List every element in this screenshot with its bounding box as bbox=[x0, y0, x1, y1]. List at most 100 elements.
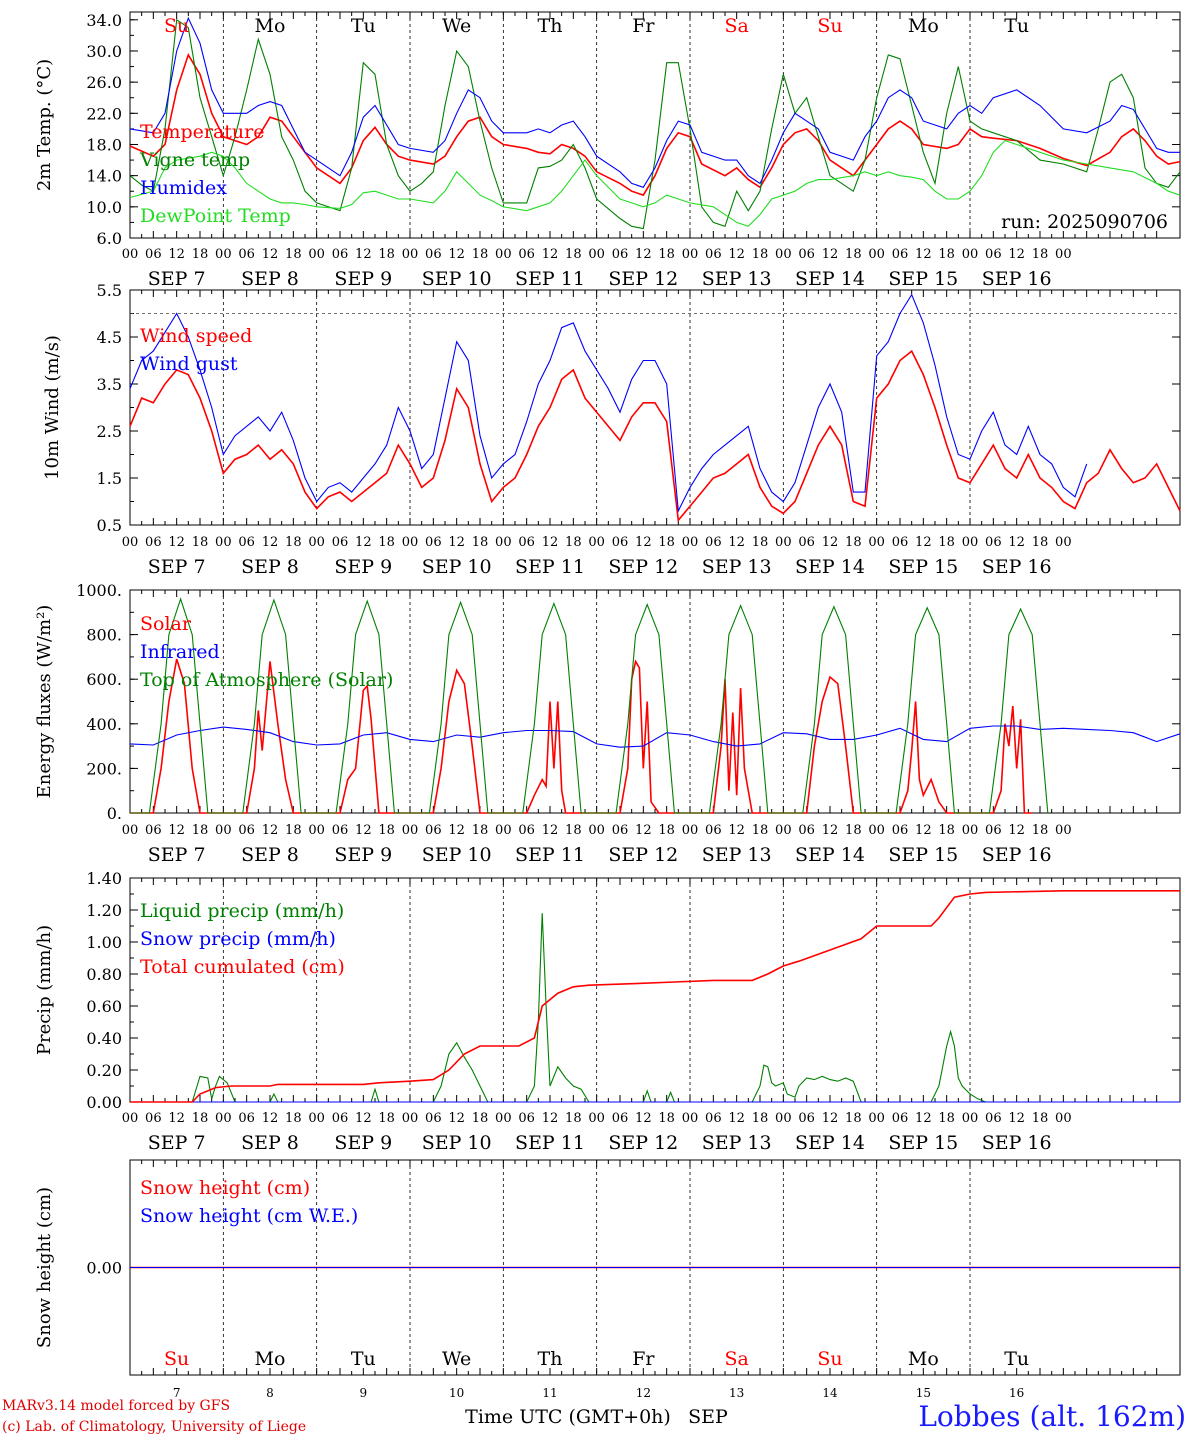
hour-label: 06 bbox=[238, 247, 255, 262]
hour-label: 06 bbox=[425, 535, 442, 550]
hour-label: 06 bbox=[892, 535, 909, 550]
hour-label: 12 bbox=[915, 823, 932, 838]
hour-label: 06 bbox=[425, 1111, 442, 1126]
hour-label: 12 bbox=[262, 1111, 279, 1126]
y-tick-label: 4.5 bbox=[97, 328, 122, 347]
y-tick-label: 800. bbox=[86, 626, 122, 645]
y-tick-label: 6.0 bbox=[97, 229, 122, 248]
y-tick-label: 2.5 bbox=[97, 422, 122, 441]
date-label: SEP 7 bbox=[148, 844, 206, 866]
hour-label: 12 bbox=[542, 823, 559, 838]
hour-label: 12 bbox=[915, 535, 932, 550]
hour-label: 06 bbox=[145, 823, 162, 838]
hour-label: 18 bbox=[938, 823, 955, 838]
hour-label: 06 bbox=[518, 823, 535, 838]
footer-location: Lobbes (alt. 162m) bbox=[918, 1400, 1186, 1433]
legend-entry: DewPoint Temp bbox=[140, 205, 291, 227]
hour-label: 00 bbox=[215, 247, 232, 262]
hour-label: 18 bbox=[192, 1111, 209, 1126]
weekday-label-top: Fr bbox=[632, 15, 655, 37]
date-label: SEP 16 bbox=[982, 556, 1052, 578]
hour-label: 06 bbox=[798, 247, 815, 262]
hour-label: 00 bbox=[868, 247, 885, 262]
date-label: SEP 11 bbox=[515, 844, 585, 866]
series-line-vigne-temp bbox=[129, 18, 1181, 230]
weekday-label-top: Su bbox=[164, 15, 189, 37]
hour-label: 18 bbox=[1032, 1111, 1049, 1126]
weekday-label-bottom: Sa bbox=[724, 1348, 748, 1370]
hour-label: 00 bbox=[402, 1111, 419, 1126]
date-label: SEP 15 bbox=[888, 1132, 958, 1154]
chart-panel-3: 0. 200. 400. 600. 800. 1000. Energy fluxes (W/… bbox=[34, 581, 1181, 866]
hour-label: 12 bbox=[542, 1111, 559, 1126]
hour-label: 18 bbox=[938, 535, 955, 550]
date-label: SEP 13 bbox=[702, 1132, 772, 1154]
date-label: SEP 16 bbox=[982, 268, 1052, 290]
date-label: SEP 10 bbox=[422, 844, 492, 866]
y-tick-label: 200. bbox=[86, 759, 122, 778]
legend-entry: Snow height (cm) bbox=[140, 1177, 310, 1199]
x-axis-title: Time UTC (GMT+0h) bbox=[465, 1406, 671, 1428]
y-tick-label: 0.80 bbox=[86, 965, 122, 984]
hour-label: 00 bbox=[588, 535, 605, 550]
y-axis-label: 10m Wind (m/s) bbox=[42, 335, 63, 480]
hour-label: 06 bbox=[332, 247, 349, 262]
date-label: SEP 8 bbox=[241, 1132, 299, 1154]
bottom-day-number: 16 bbox=[1009, 1386, 1024, 1400]
date-label: SEP 14 bbox=[795, 844, 865, 866]
hour-label: 00 bbox=[962, 247, 979, 262]
y-tick-label: 1.40 bbox=[86, 869, 122, 888]
hour-label: 12 bbox=[168, 535, 185, 550]
hour-label: 18 bbox=[472, 535, 489, 550]
hour-label: 18 bbox=[845, 247, 862, 262]
weekday-label-bottom: Su bbox=[817, 1348, 842, 1370]
date-label: SEP 10 bbox=[422, 1132, 492, 1154]
hour-label: 12 bbox=[635, 247, 652, 262]
hour-label: 12 bbox=[168, 1111, 185, 1126]
hour-label: 18 bbox=[378, 823, 395, 838]
hour-label: 06 bbox=[518, 535, 535, 550]
weekday-label-bottom: Fr bbox=[632, 1348, 655, 1370]
weekday-label-bottom: Mo bbox=[908, 1348, 939, 1370]
hour-label: 12 bbox=[542, 535, 559, 550]
hour-label: 00 bbox=[1055, 535, 1072, 550]
y-tick-label: 30.0 bbox=[86, 42, 122, 61]
hour-label: 06 bbox=[798, 823, 815, 838]
date-label: SEP 14 bbox=[795, 268, 865, 290]
hour-label: 18 bbox=[1032, 247, 1049, 262]
hour-label: 18 bbox=[472, 823, 489, 838]
date-label: SEP 10 bbox=[422, 556, 492, 578]
weekday-label-bottom: Su bbox=[164, 1348, 189, 1370]
hour-label: 00 bbox=[588, 823, 605, 838]
weekday-label-bottom: Tu bbox=[1004, 1348, 1029, 1370]
date-label: SEP 8 bbox=[241, 844, 299, 866]
hour-label: 12 bbox=[822, 1111, 839, 1126]
hour-label: 00 bbox=[495, 535, 512, 550]
y-tick-label: 1000. bbox=[76, 581, 122, 600]
hour-label: 18 bbox=[565, 1111, 582, 1126]
hour-label: 00 bbox=[495, 247, 512, 262]
hour-label: 18 bbox=[285, 823, 302, 838]
hour-label: 06 bbox=[238, 1111, 255, 1126]
date-label: SEP 7 bbox=[148, 1132, 206, 1154]
hour-label: 00 bbox=[775, 247, 792, 262]
hour-label: 12 bbox=[448, 1111, 465, 1126]
hour-label: 18 bbox=[658, 823, 675, 838]
hour-label: 12 bbox=[355, 247, 372, 262]
bottom-day-number: 12 bbox=[636, 1386, 651, 1400]
hour-label: 06 bbox=[985, 535, 1002, 550]
hour-label: 06 bbox=[612, 1111, 629, 1126]
legend-entry: Solar bbox=[140, 613, 192, 635]
hour-label: 06 bbox=[145, 1111, 162, 1126]
hour-label: 12 bbox=[542, 247, 559, 262]
hour-label: 18 bbox=[658, 247, 675, 262]
bottom-day-number: 15 bbox=[916, 1386, 931, 1400]
hour-label: 00 bbox=[402, 823, 419, 838]
y-tick-label: 0.00 bbox=[86, 1259, 122, 1278]
hour-label: 18 bbox=[285, 1111, 302, 1126]
hour-label: 00 bbox=[495, 1111, 512, 1126]
legend-entry: Total cumulated (cm) bbox=[140, 956, 345, 978]
weekday-label-bottom: Tu bbox=[351, 1348, 376, 1370]
series-line-temperature bbox=[129, 52, 1181, 197]
hour-label: 18 bbox=[658, 535, 675, 550]
